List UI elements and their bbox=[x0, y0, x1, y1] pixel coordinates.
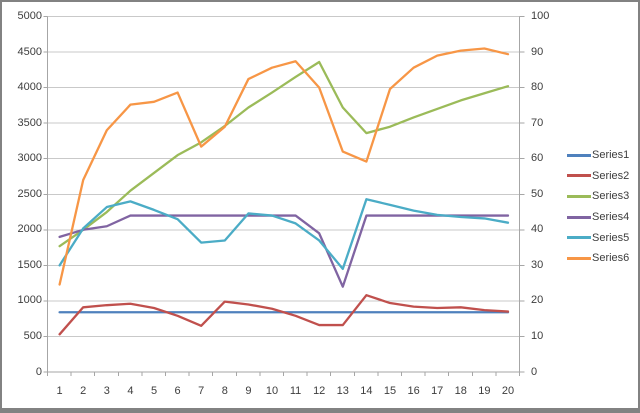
left-axis-tick-label: 4000 bbox=[17, 81, 42, 94]
left-axis-tick-label: 2500 bbox=[17, 187, 42, 200]
right-axis-tick-label: 0 bbox=[531, 365, 538, 378]
left-axis-tick-label: 1000 bbox=[17, 294, 42, 307]
plot-area[interactable] bbox=[2, 2, 638, 408]
series5-line-swatch bbox=[567, 236, 591, 240]
x-axis-tick-label: 3 bbox=[103, 385, 110, 397]
right-axis-tick-label: 90 bbox=[531, 45, 544, 58]
x-axis-tick-label: 1 bbox=[56, 385, 63, 397]
legend-label-series6: Series6 bbox=[592, 252, 630, 265]
x-axis-tick-label: 10 bbox=[265, 385, 279, 397]
legend-item-series4[interactable]: Series4 bbox=[567, 207, 629, 228]
right-axis-tick-label: 30 bbox=[531, 258, 544, 271]
series-line-series6[interactable] bbox=[58, 47, 510, 286]
right-axis-tick-label: 50 bbox=[531, 187, 544, 200]
series-line-series3[interactable] bbox=[58, 60, 510, 248]
legend-item-series6[interactable]: Series6 bbox=[567, 248, 629, 269]
left-axis-tick-label: 500 bbox=[23, 329, 42, 342]
legend-label-series5: Series5 bbox=[592, 231, 630, 244]
left-axis-tick-label: 4500 bbox=[17, 45, 42, 58]
x-axis-tick-label: 11 bbox=[289, 385, 302, 397]
right-axis-tick-label: 10 bbox=[531, 329, 544, 342]
right-axis-tick-label: 40 bbox=[531, 223, 544, 236]
x-axis-tick-label: 16 bbox=[407, 385, 420, 397]
x-axis-tick-label: 18 bbox=[454, 385, 467, 397]
series3-line-swatch bbox=[567, 194, 591, 198]
legend-label-series3: Series3 bbox=[592, 190, 630, 203]
x-axis-tick-label: 7 bbox=[198, 385, 205, 397]
series1-line-swatch bbox=[567, 153, 591, 157]
x-axis-tick-label: 5 bbox=[150, 385, 158, 397]
x-axis-tick-label: 20 bbox=[501, 385, 515, 397]
right-axis-tick-label: 20 bbox=[531, 294, 544, 307]
legend-item-series3[interactable]: Series3 bbox=[567, 186, 629, 207]
x-axis-tick-label: 19 bbox=[478, 385, 491, 397]
left-axis-tick-label: 1500 bbox=[17, 258, 42, 271]
x-axis-tick-label: 4 bbox=[127, 385, 134, 397]
left-axis-tick-label: 3500 bbox=[17, 116, 42, 129]
legend-label-series4: Series4 bbox=[592, 211, 630, 224]
left-axis-tick-label: 2000 bbox=[17, 223, 42, 236]
x-axis-tick-label: 15 bbox=[383, 385, 397, 397]
series2-line-swatch bbox=[567, 174, 591, 178]
x-axis-tick-label: 2 bbox=[80, 385, 87, 397]
series4-line-swatch bbox=[567, 215, 591, 219]
x-axis-tick-label: 17 bbox=[431, 385, 444, 397]
left-axis-tick-label: 5000 bbox=[17, 10, 42, 22]
x-axis-tick-label: 9 bbox=[245, 385, 252, 397]
x-axis-tick-label: 12 bbox=[313, 385, 326, 397]
series-line-series2[interactable] bbox=[58, 294, 510, 336]
legend-label-series1: Series1 bbox=[592, 149, 630, 162]
legend-label-series2: Series2 bbox=[592, 169, 630, 182]
x-axis-tick-label: 13 bbox=[336, 385, 349, 397]
right-axis-tick-label: 100 bbox=[531, 10, 550, 22]
right-axis-tick-label: 60 bbox=[531, 152, 544, 165]
left-axis-tick-label: 0 bbox=[35, 365, 42, 378]
left-axis-tick-label: 3000 bbox=[17, 152, 42, 165]
series-line-series4[interactable] bbox=[58, 214, 510, 288]
series-line-series5[interactable] bbox=[58, 198, 510, 271]
right-axis-tick-label: 70 bbox=[531, 116, 544, 129]
x-axis-tick-label: 14 bbox=[360, 385, 373, 397]
x-axis-tick-label: 8 bbox=[221, 385, 228, 397]
x-axis-tick-label: 6 bbox=[174, 385, 181, 397]
legend-item-series1[interactable]: Series1 bbox=[567, 145, 629, 166]
right-axis-tick-label: 80 bbox=[531, 81, 544, 94]
legend-item-series2[interactable]: Series2 bbox=[567, 166, 629, 187]
legend-item-series5[interactable]: Series5 bbox=[567, 227, 629, 248]
legend: Series1 Series2 Series3 Series4 Series5 … bbox=[567, 145, 629, 269]
series6-line-swatch bbox=[567, 256, 591, 260]
